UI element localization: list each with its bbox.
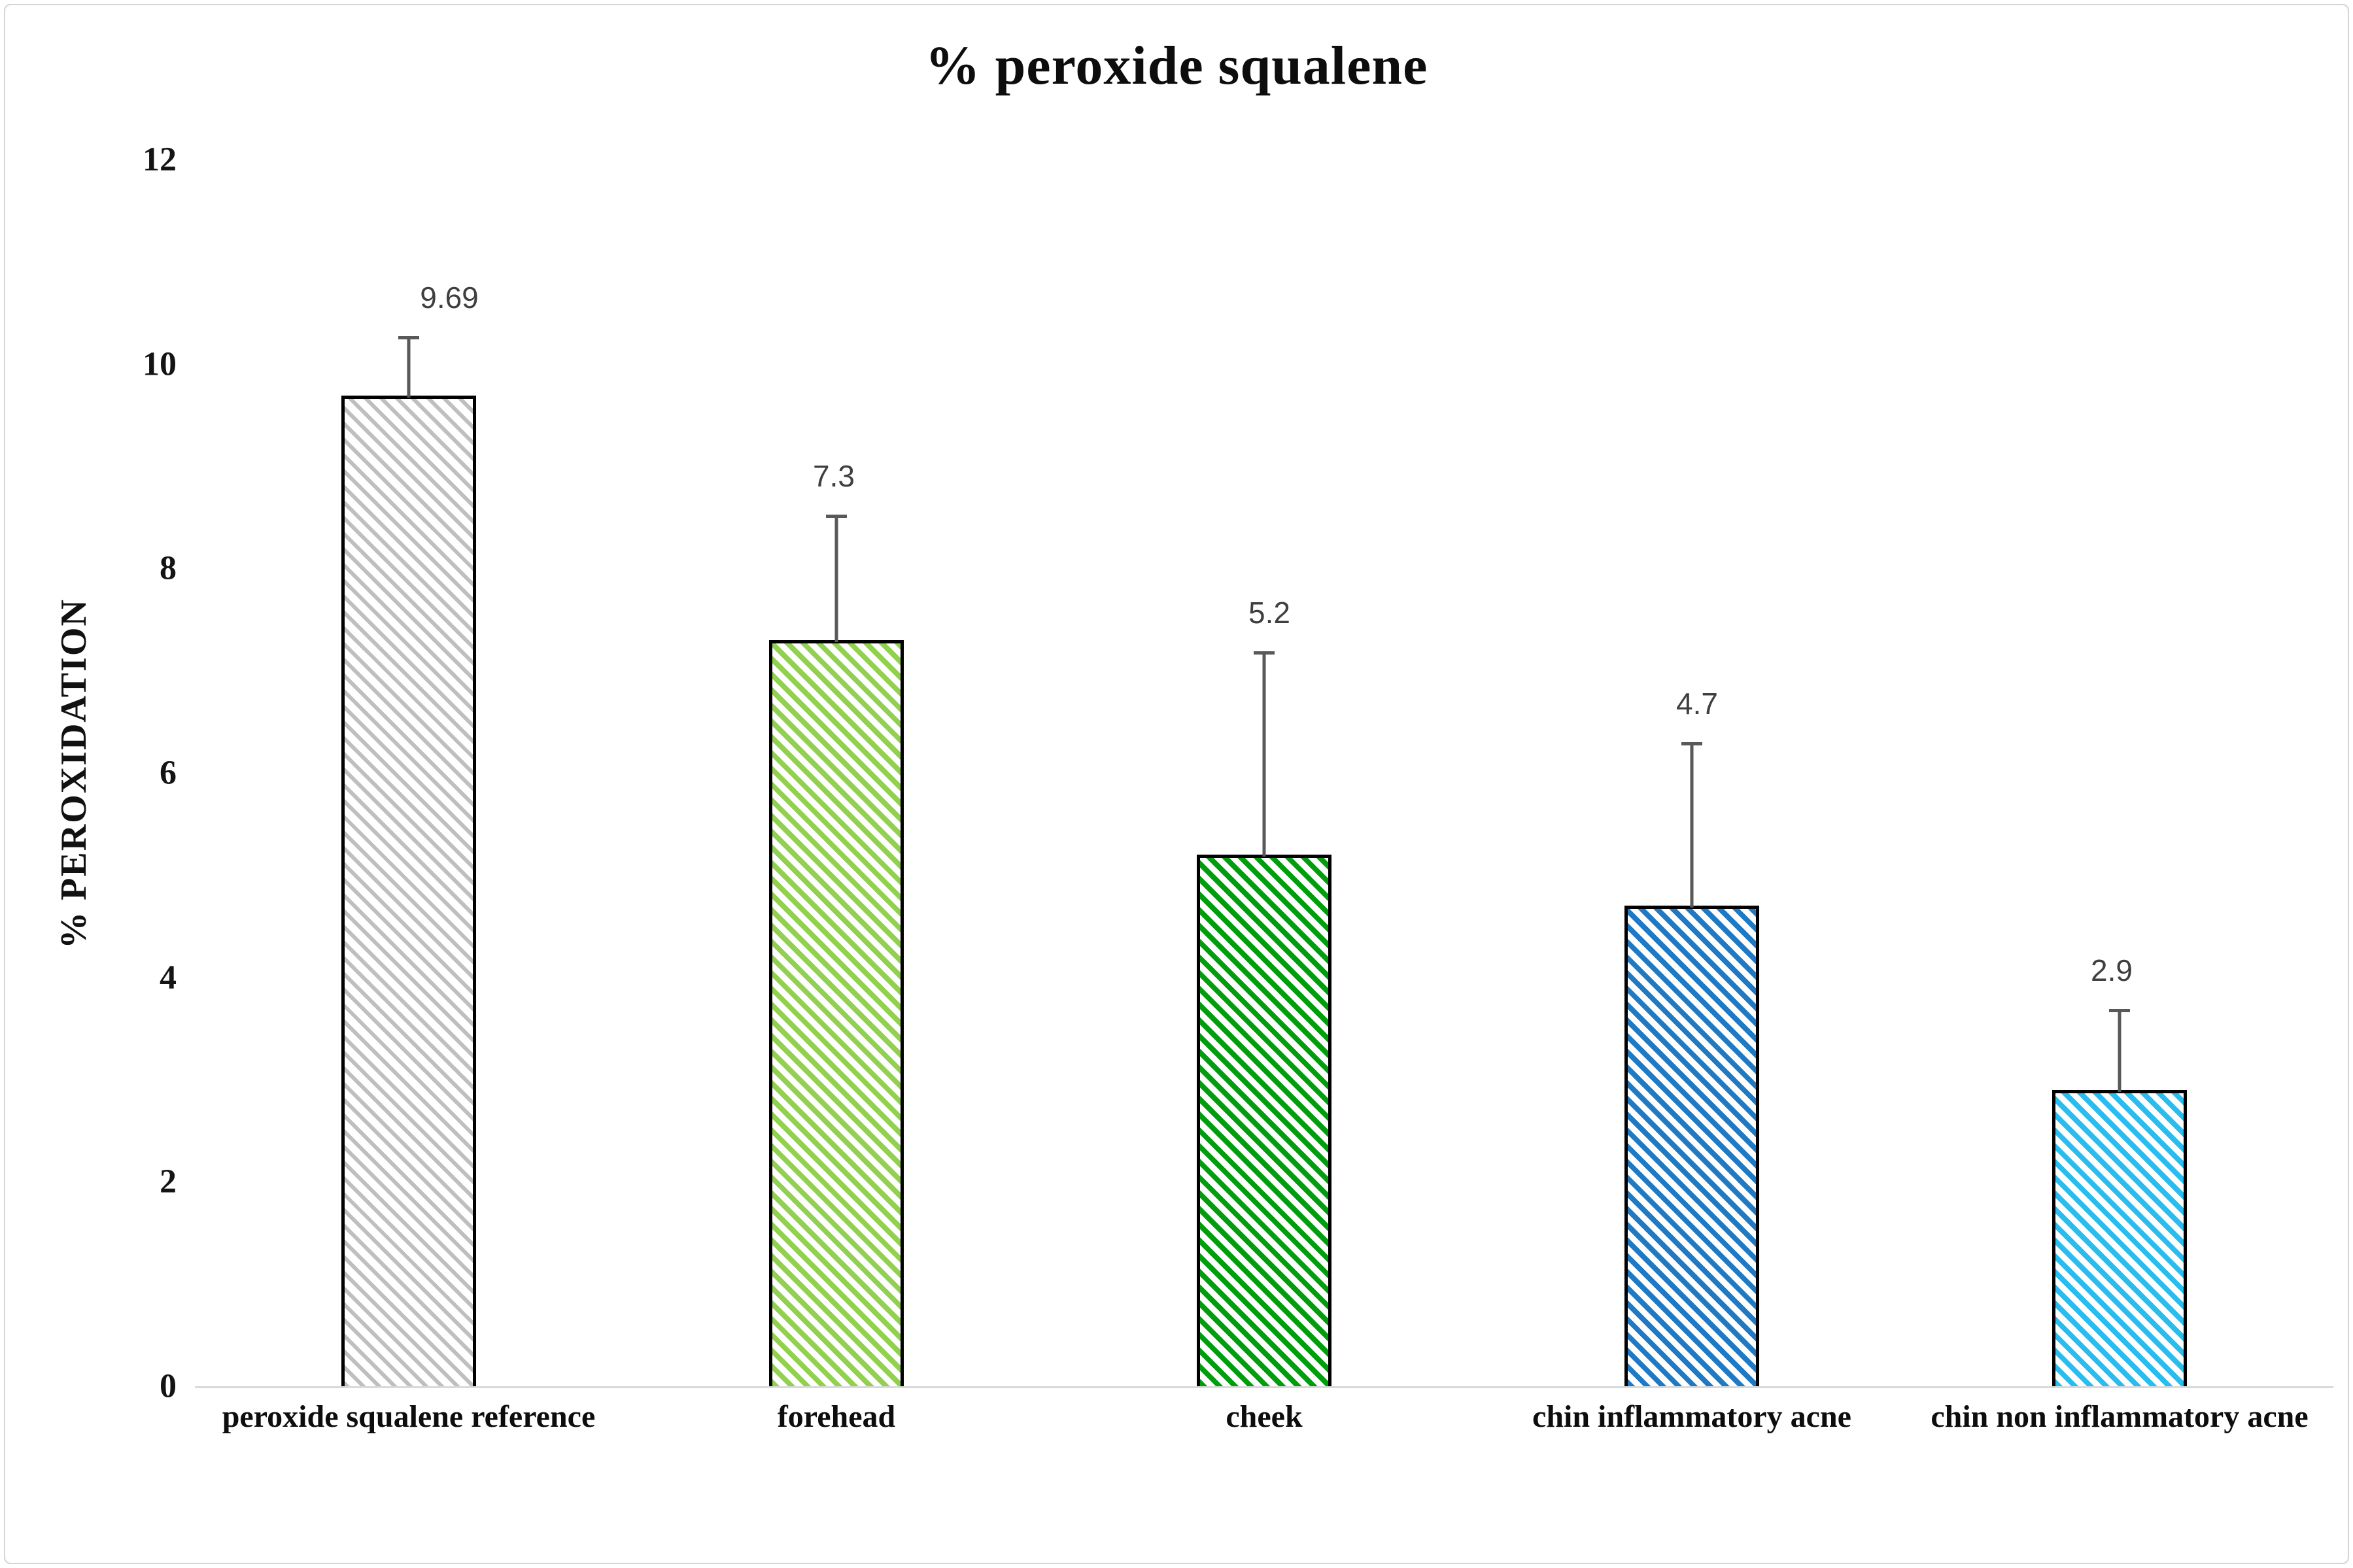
error-bar-cap	[826, 515, 847, 518]
bars-container: 9.69 7.3 5.2 4.7 2.9	[195, 160, 2333, 1386]
error-bar-line	[1690, 742, 1694, 908]
data-label: 2.9	[2091, 953, 2133, 987]
bar-slot: 5.2	[1050, 160, 1478, 1386]
error-bar-cap	[1681, 742, 1702, 745]
bar-slot: 7.3	[623, 160, 1050, 1386]
data-label: 7.3	[813, 459, 855, 493]
chart-title: % peroxide squalene	[925, 35, 1428, 96]
data-label: 5.2	[1248, 596, 1290, 630]
category-label: chin non inflammatory acne	[1931, 1399, 2309, 1434]
bar-2	[769, 640, 904, 1386]
y-tick-label: 12	[143, 141, 177, 179]
y-tick-label: 4	[160, 959, 177, 997]
y-tick-label: 6	[160, 754, 177, 792]
data-label: 9.69	[420, 281, 479, 315]
y-axis-tick-labels: 12 10 8 6 4 2 0	[5, 141, 177, 1405]
bar-slot: 9.69	[195, 160, 623, 1386]
y-tick-label: 0	[160, 1367, 177, 1405]
error-bar-line	[834, 515, 838, 642]
bar-3	[1197, 855, 1331, 1386]
chart-frame: % peroxide squalene % PEROXIDATION 12 10 8…	[4, 4, 2349, 1564]
x-axis-category-labels: peroxide squalene reference forehead cheek…	[195, 1397, 2333, 1437]
error-bar-line	[407, 336, 411, 398]
y-tick-label: 2	[160, 1163, 177, 1201]
error-bar-line	[2118, 1009, 2121, 1092]
bar-slot: 4.7	[1478, 160, 1906, 1386]
y-tick-label: 8	[160, 549, 177, 587]
y-tick-label: 10	[143, 345, 177, 383]
category-label: peroxide squalene reference	[222, 1399, 596, 1434]
error-bar-cap	[2109, 1009, 2130, 1012]
plot-area: 9.69 7.3 5.2 4.7 2.9	[195, 160, 2333, 1388]
bar-slot: 2.9	[1906, 160, 2333, 1386]
data-label: 4.7	[1676, 687, 1718, 721]
error-bar-cap	[398, 336, 419, 339]
category-label: forehead	[777, 1399, 896, 1434]
category-label: cheek	[1226, 1399, 1303, 1434]
error-bar-line	[1262, 651, 1266, 857]
error-bar-cap	[1254, 651, 1275, 655]
bar-5	[2052, 1090, 2187, 1386]
category-label: chin inflammatory acne	[1532, 1399, 1851, 1434]
bar-4	[1624, 906, 1759, 1386]
bar-1	[341, 396, 476, 1386]
